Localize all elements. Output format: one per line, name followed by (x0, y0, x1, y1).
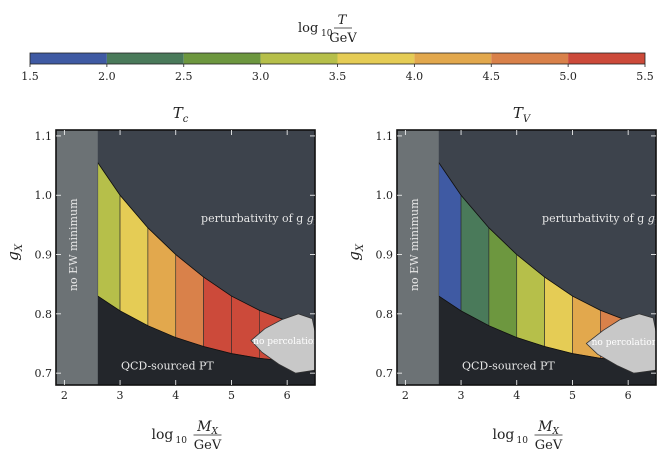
x-tick-label: 5 (569, 389, 576, 402)
x-tick-label: 2 (61, 389, 68, 402)
colorbar: 1.5 2.0 2.5 3.0 3.5 4.0 4.5 5.0 5.5 (21, 52, 654, 83)
label-perturbativity: perturbativity of g gX (542, 212, 661, 227)
x-axis-label-log: log (152, 427, 174, 443)
label-qcd-sourced: QCD-sourced PT (121, 360, 214, 373)
colorbar-segment (568, 53, 645, 64)
y-tick-label: 0.8 (35, 308, 53, 321)
x-axis-label-sub: 10 (176, 436, 188, 446)
colorbar-tick-label: 5.5 (636, 70, 654, 83)
label-no-percolation: no percolation (592, 338, 658, 348)
panel-title: TV (513, 104, 532, 125)
label-perturbativity-g: g (644, 212, 655, 225)
colorbar-tick-label: 5.0 (559, 70, 577, 83)
x-axis-label-num-main: M (196, 419, 212, 435)
region-qcd-sourced (97, 296, 315, 385)
upper-boundary-curve (438, 162, 656, 330)
colorbar-segment (183, 53, 261, 64)
y-axis-label: gX (4, 243, 25, 261)
x-axis-label-den: GeV (194, 438, 222, 453)
x-tick-label: 4 (513, 389, 520, 402)
y-tick-label: 0.7 (376, 367, 394, 380)
y-axis-label-sub: X (14, 243, 25, 252)
x-axis-label-log: log (493, 427, 515, 443)
x-axis-label-num-sub: X (551, 427, 559, 437)
panel-title-sub: V (523, 114, 532, 125)
panel-frame (396, 129, 657, 386)
colorbar-title-log: log (298, 21, 318, 36)
colorbar-title-sub: 10 (321, 29, 333, 39)
colorbar-tick-label: 4.5 (483, 70, 501, 83)
y-tick-label: 0.7 (35, 367, 53, 380)
x-tick-label: 3 (458, 389, 465, 402)
colorbar-tick-label: 2.5 (175, 70, 193, 83)
y-tick-label: 1.1 (35, 130, 53, 143)
label-perturbativity-text: perturbativity of g (201, 212, 303, 225)
panel-plot-area: no EW minimum perturbativity of g gX QCD-s… (397, 130, 661, 385)
colorbar-segment (30, 53, 107, 64)
colorbar-title: log 10 T GeV (298, 13, 357, 46)
colorbar-title-num: T (338, 13, 348, 28)
label-no-percolation: no percolation (253, 337, 319, 347)
colorbar-tick-label: 3.5 (329, 70, 347, 83)
x-tick-label: 6 (625, 389, 632, 402)
label-perturbativity: perturbativity of g gX (201, 212, 320, 227)
panel-tc: no EW minimum perturbativity of g gXQCD-s… (4, 104, 320, 453)
y-axis-label: gX (345, 243, 366, 261)
y-tick-label: 0.8 (376, 308, 394, 321)
y-tick-label: 0.9 (35, 249, 53, 262)
x-tick-label: 6 (284, 389, 291, 402)
y-tick-label: 1.0 (376, 189, 394, 202)
y-axis-label-main: g (345, 251, 363, 261)
region-qcd-sourced (438, 296, 656, 385)
colorbar-tick-label: 1.5 (21, 70, 39, 83)
x-axis-label-den: GeV (535, 438, 563, 453)
x-tick-label: 2 (402, 389, 409, 402)
colorbar-segment (491, 53, 569, 64)
y-tick-label: 0.9 (376, 249, 394, 262)
y-axis-label-sub: X (355, 243, 366, 252)
colorbar-segment (106, 53, 184, 64)
colorbar-tick-label: 4.0 (406, 70, 424, 83)
upper-boundary-curve (97, 162, 315, 330)
panel-title-main: T (173, 104, 184, 122)
y-axis-label-main: g (4, 251, 22, 261)
region-no-percolation (585, 313, 656, 374)
x-tick-label: 5 (228, 389, 235, 402)
panel-frame (55, 129, 316, 386)
colorbar-segment (414, 53, 492, 64)
colorbar-segment (337, 53, 415, 64)
label-qcd-sourced: QCD-sourced PT (462, 360, 555, 373)
x-tick-label: 4 (172, 389, 179, 402)
colorbar-tick-label: 3.0 (252, 70, 270, 83)
x-tick-label: 3 (117, 389, 124, 402)
label-perturbativity-text: perturbativity of g (542, 212, 644, 225)
label-no-ew-minimum: no EW minimum (408, 198, 421, 291)
panel-plot-area: no EW minimum perturbativity of g gX QCD-s… (56, 130, 320, 385)
panel-tv: no EW minimum perturbativity of g gXQCD-s… (345, 104, 661, 453)
x-axis-label-num-main: M (537, 419, 553, 435)
x-axis-label-sub: 10 (517, 436, 529, 446)
panel-title-main: T (513, 104, 524, 122)
colorbar-segment (260, 53, 338, 64)
region-no-percolation (250, 313, 315, 374)
label-no-ew-minimum: no EW minimum (67, 198, 80, 291)
panel-title: Tc (173, 104, 189, 125)
region-no-ew-minimum (56, 130, 98, 385)
colorbar-title-den: GeV (329, 31, 357, 46)
colorbar-tick-label: 2.0 (98, 70, 116, 83)
y-tick-label: 1.1 (376, 130, 394, 143)
x-axis-label-num-sub: X (210, 427, 218, 437)
x-axis-label-num: MX (537, 419, 559, 437)
panel-title-sub: c (183, 114, 189, 125)
label-perturbativity-g: g (303, 212, 314, 225)
x-axis-label-num: MX (196, 419, 218, 437)
region-no-ew-minimum (397, 130, 439, 385)
y-tick-label: 1.0 (35, 189, 53, 202)
